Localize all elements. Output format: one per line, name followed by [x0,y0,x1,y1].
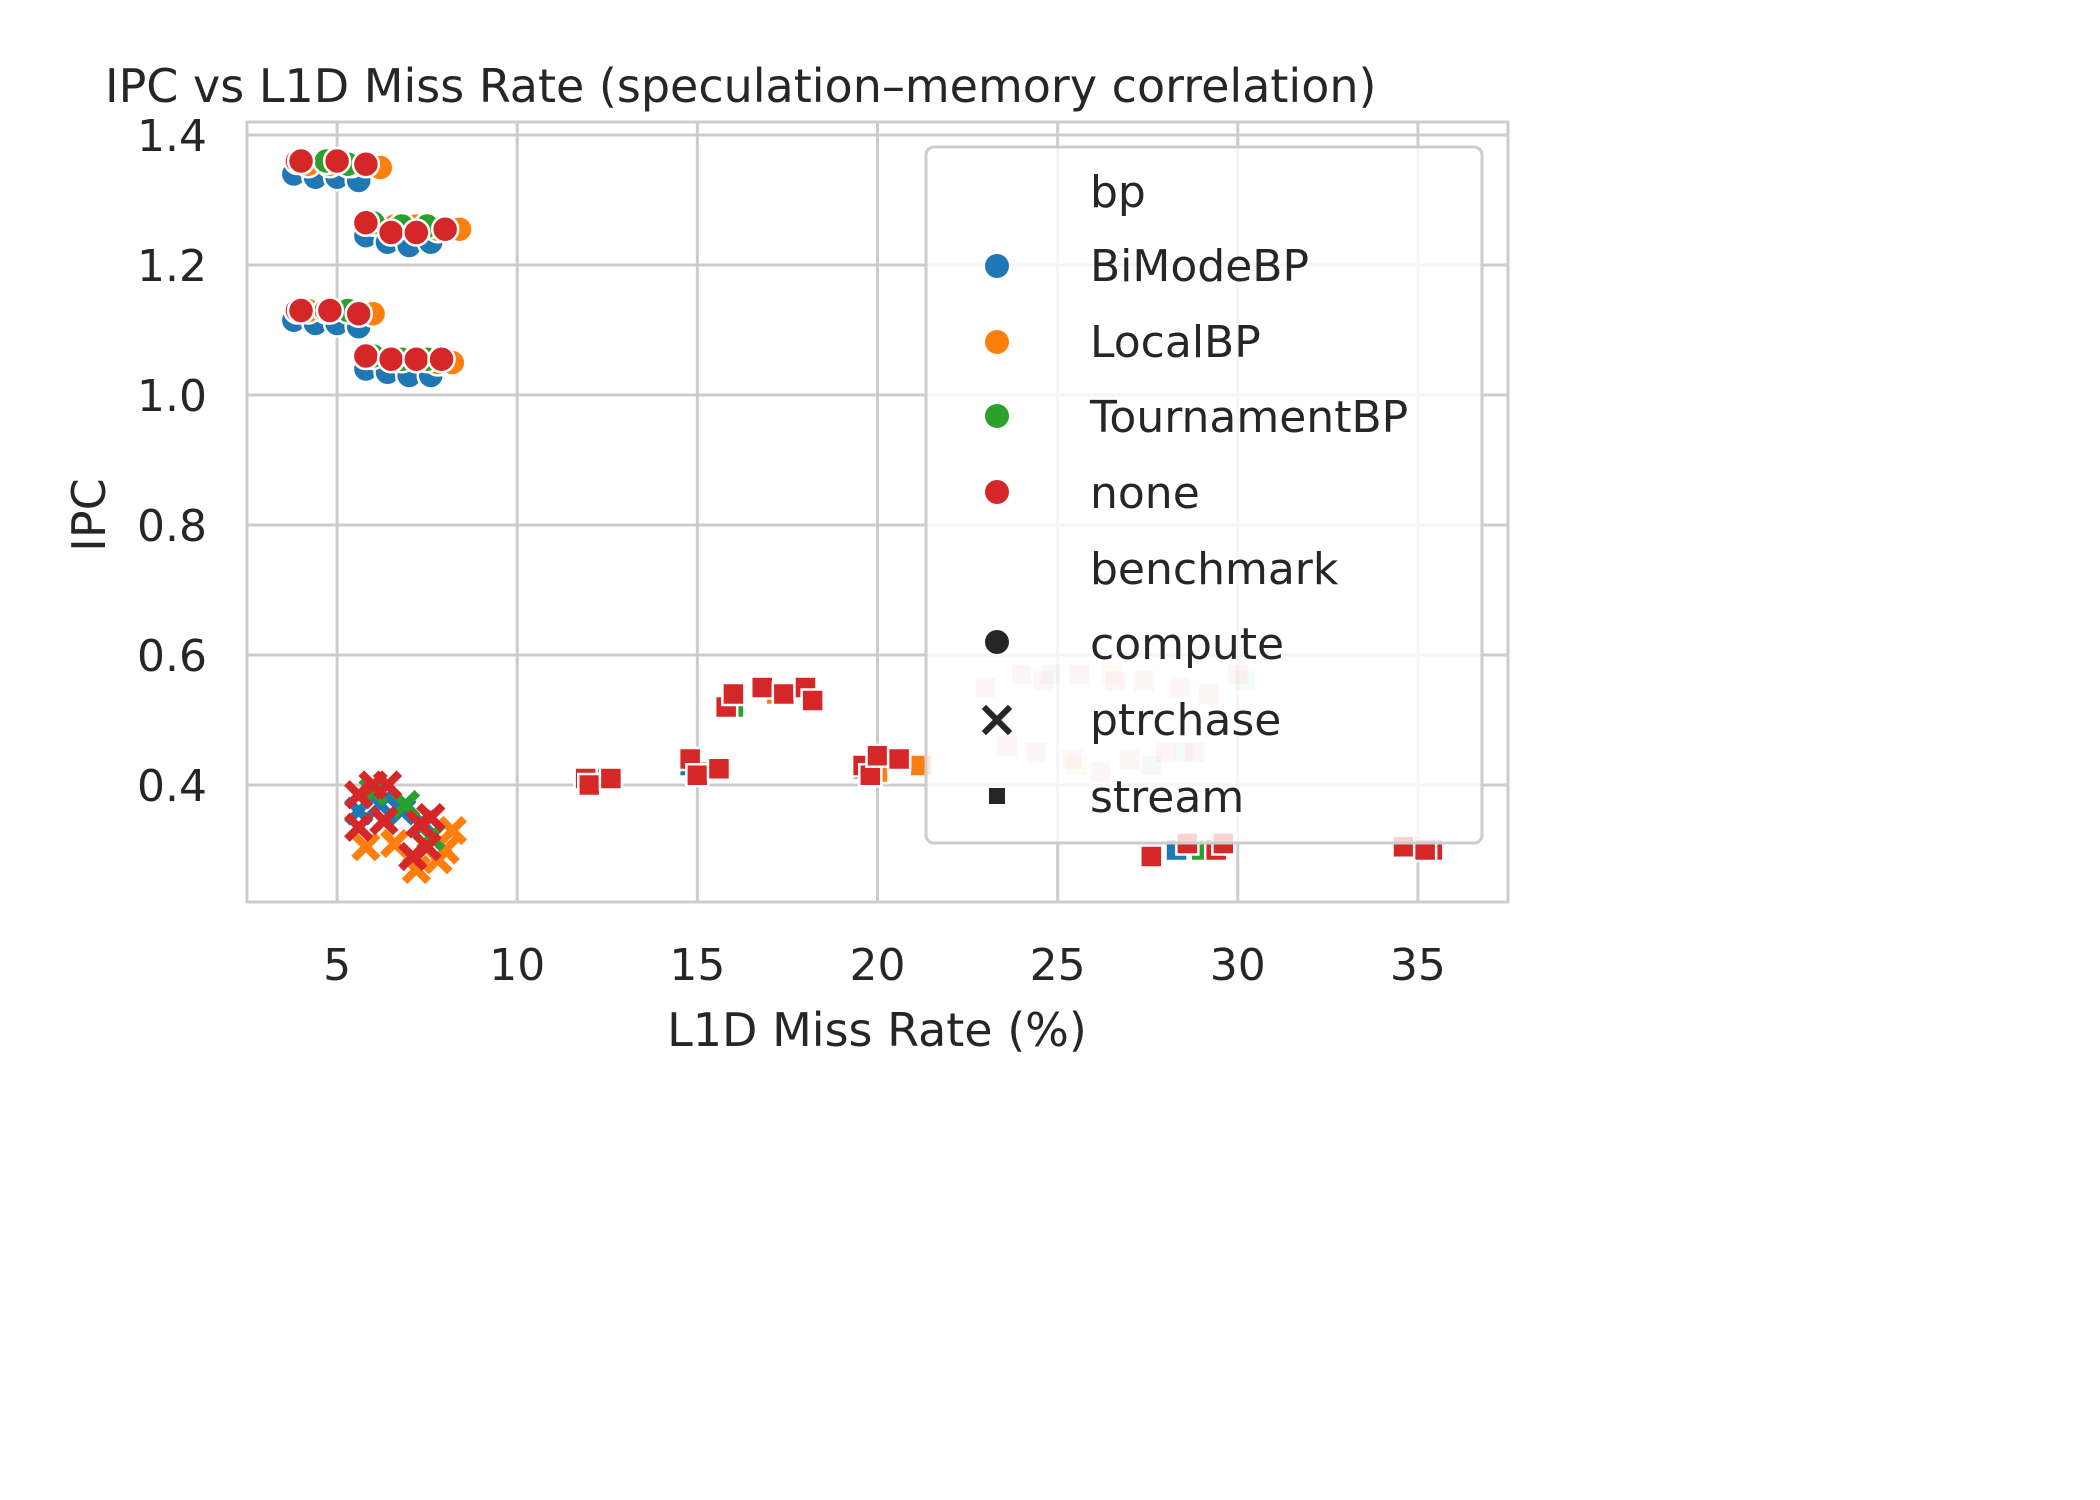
legend-marker-compute [985,630,1009,654]
point-none-compute [315,296,345,325]
point-none-stream [1139,844,1164,869]
axis-ticks: 5 10 15 20 25 30 35 0.4 0.6 0.8 1.0 1.2 1.4 [137,111,1446,991]
point-none-stream [865,743,890,768]
y-tick-label: 0.8 [137,501,207,552]
legend-title-style: benchmark [1090,544,1339,595]
x-tick-label: 5 [323,940,351,991]
point-none-compute [402,345,431,374]
legend-label-stream: stream [1090,772,1244,823]
point-none-compute [351,208,381,237]
point-none-stream [685,763,710,788]
legend-marker-ptrchase [981,704,1013,736]
scatter-chart: IPC vs L1D Miss Rate (speculation–memory… [62,59,1510,1057]
legend-label-bimodebp: BiModeBP [1090,241,1309,292]
legend-marker-none [985,480,1009,504]
point-none-compute [344,299,373,328]
legend-marker-stream [989,788,1005,804]
x-axis-label: L1D Miss Rate (%) [667,1003,1087,1057]
legend-marker-tournamentbp [985,404,1009,428]
point-none-stream [800,688,825,713]
y-tick-label: 0.4 [137,761,207,812]
legend-marker-bimodebp [985,254,1009,278]
legend-label-none: none [1090,468,1200,519]
point-none-ptrchase [416,802,446,833]
point-none-compute [376,218,406,247]
point-none-stream [721,681,746,707]
point-none-compute [351,150,381,179]
x-tick-label: 25 [1030,940,1086,991]
point-none-compute [286,296,316,325]
point-localbp-ptrchase [437,815,468,846]
point-none-compute [351,341,381,371]
point-none-compute [322,146,352,176]
chart-title: IPC vs L1D Miss Rate (speculation–memory… [105,59,1376,113]
point-localbp-ptrchase [351,832,381,862]
point-none-ptrchase [372,770,403,800]
point-none-stream [706,756,732,781]
x-tick-label: 10 [489,940,545,991]
x-tick-label: 35 [1390,940,1446,991]
x-tick-label: 30 [1210,940,1266,991]
x-tick-label: 15 [669,940,725,991]
y-tick-label: 1.4 [137,111,207,162]
point-none-ptrchase [344,812,374,842]
legend-label-tournamentbp: TournamentBP [1089,392,1408,443]
point-none-compute [402,218,431,247]
legend-marker-localbp [985,330,1009,354]
x-tick-label: 20 [850,940,906,991]
point-none-compute [376,345,406,374]
y-tick-label: 1.2 [137,241,207,292]
legend-label-compute: compute [1090,619,1284,670]
chart-container: IPC vs L1D Miss Rate (speculation–memory… [62,59,1510,1057]
point-none-compute [427,345,456,374]
y-tick-label: 0.6 [137,631,207,682]
legend-label-ptrchase: ptrchase [1090,695,1281,746]
point-none-compute [286,146,316,176]
point-none-ptrchase [398,841,428,872]
legend-label-localbp: LocalBP [1090,317,1261,368]
point-none-stream [771,681,797,707]
y-tick-label: 1.0 [137,371,207,422]
point-none-compute [430,215,460,244]
point-none-ptrchase [369,806,399,836]
point-none-stream [886,746,912,772]
legend-title-hue: bp [1090,167,1146,218]
point-none-stream [749,675,775,700]
point-none-stream [598,766,624,791]
point-none-stream [577,772,602,798]
y-axis-label: IPC [62,478,116,551]
legend-box [924,145,1484,845]
legend: bp BiModeBP LocalBP TournamentBP none be… [924,145,1484,845]
plot-frame [245,120,1510,904]
